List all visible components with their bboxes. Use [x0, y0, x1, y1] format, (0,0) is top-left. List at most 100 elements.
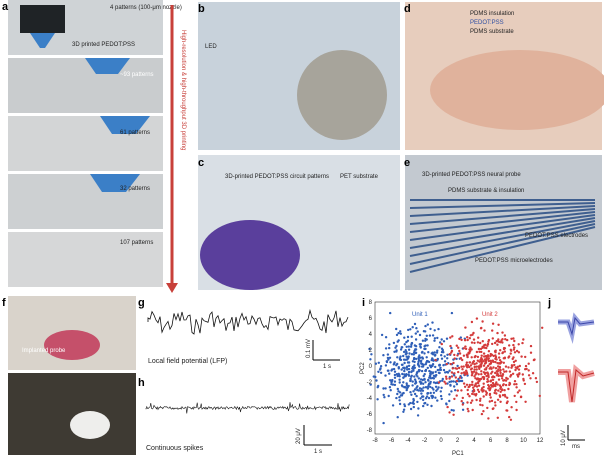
- dot: [506, 400, 509, 403]
- lfp-trace: [147, 308, 349, 335]
- dot: [524, 355, 527, 359]
- dot: [478, 379, 481, 383]
- dot: [401, 385, 404, 388]
- dot: [431, 321, 434, 324]
- dot: [480, 373, 483, 376]
- scale-label: ms: [572, 444, 580, 450]
- dot: [414, 332, 417, 335]
- dot: [476, 377, 479, 380]
- dot: [505, 370, 508, 373]
- dot: [424, 381, 427, 384]
- dot: [379, 367, 382, 370]
- dot: [494, 404, 497, 407]
- dot: [468, 365, 471, 369]
- dot: [495, 358, 498, 361]
- dot: [434, 365, 437, 369]
- dot: [466, 407, 469, 411]
- dot: [410, 342, 413, 345]
- dot: [426, 392, 430, 395]
- dot: [393, 361, 396, 364]
- dot: [398, 391, 402, 394]
- dot: [391, 404, 395, 407]
- dot: [425, 334, 428, 337]
- annotation: PDMS substrate & insulation: [448, 188, 524, 194]
- dot: [449, 336, 452, 339]
- dot: [448, 393, 451, 396]
- dot: [415, 327, 418, 330]
- dot: [514, 366, 517, 369]
- panel-label: f: [2, 297, 6, 309]
- dot: [409, 391, 412, 394]
- y-tick-label: 4: [369, 332, 373, 338]
- dot: [436, 368, 439, 372]
- dot: [503, 357, 506, 360]
- dot: [487, 350, 491, 353]
- dot: [488, 400, 491, 403]
- dot: [403, 367, 406, 370]
- y-tick-label: 6: [369, 316, 373, 322]
- photo: [8, 58, 163, 113]
- dot: [412, 353, 415, 356]
- dot: [516, 365, 520, 368]
- dot: [471, 380, 474, 384]
- dot: [508, 355, 511, 358]
- dot: [470, 356, 473, 359]
- dot: [460, 338, 463, 342]
- dot: [444, 371, 447, 374]
- dot: [427, 351, 430, 354]
- dot: [492, 354, 495, 358]
- dot: [497, 323, 500, 326]
- dot: [519, 395, 523, 398]
- dot: [493, 401, 497, 404]
- dot: [527, 362, 530, 365]
- photo: [8, 232, 163, 287]
- dot: [407, 348, 411, 351]
- dot: [496, 383, 499, 386]
- dot: [456, 364, 459, 368]
- dot: [407, 403, 410, 406]
- dot: [473, 365, 476, 369]
- panel-label: g: [138, 297, 145, 309]
- dot: [435, 351, 439, 354]
- dot: [498, 362, 502, 365]
- caption: Continuous spikes: [146, 445, 204, 452]
- dot: [411, 380, 414, 383]
- dot: [496, 370, 499, 373]
- dot: [452, 361, 455, 365]
- dot: [417, 368, 421, 372]
- dot: [529, 377, 532, 380]
- dot: [501, 341, 504, 344]
- dot: [409, 407, 413, 411]
- dot: [434, 370, 437, 374]
- dot: [469, 346, 472, 349]
- annotation: PEDOT:PSS electrodes: [525, 233, 588, 239]
- annotation: 32 patterns: [120, 186, 150, 192]
- panel-g: g Local field potential (LFP) 0.1 mV 1 s: [138, 297, 349, 370]
- dot: [385, 360, 389, 364]
- dot: [418, 380, 422, 383]
- dot: [410, 393, 413, 396]
- dot: [376, 398, 379, 401]
- dot: [501, 374, 504, 378]
- dot: [462, 371, 465, 374]
- dot: [461, 368, 464, 371]
- implant-site: [44, 330, 100, 360]
- dot: [422, 330, 426, 333]
- x-tick-label: 10: [520, 438, 527, 444]
- dot: [461, 396, 464, 400]
- dot: [512, 337, 515, 340]
- dot: [502, 361, 505, 364]
- dot: [449, 344, 452, 348]
- dot: [413, 392, 417, 396]
- dot: [501, 394, 505, 397]
- dot: [434, 385, 438, 388]
- dot: [397, 367, 400, 370]
- dot: [455, 357, 458, 361]
- dot: [436, 349, 439, 352]
- dot: [499, 349, 502, 352]
- dot: [501, 338, 504, 341]
- dot: [521, 341, 524, 345]
- dot: [475, 368, 478, 371]
- dot: [466, 388, 469, 392]
- dot: [480, 326, 483, 330]
